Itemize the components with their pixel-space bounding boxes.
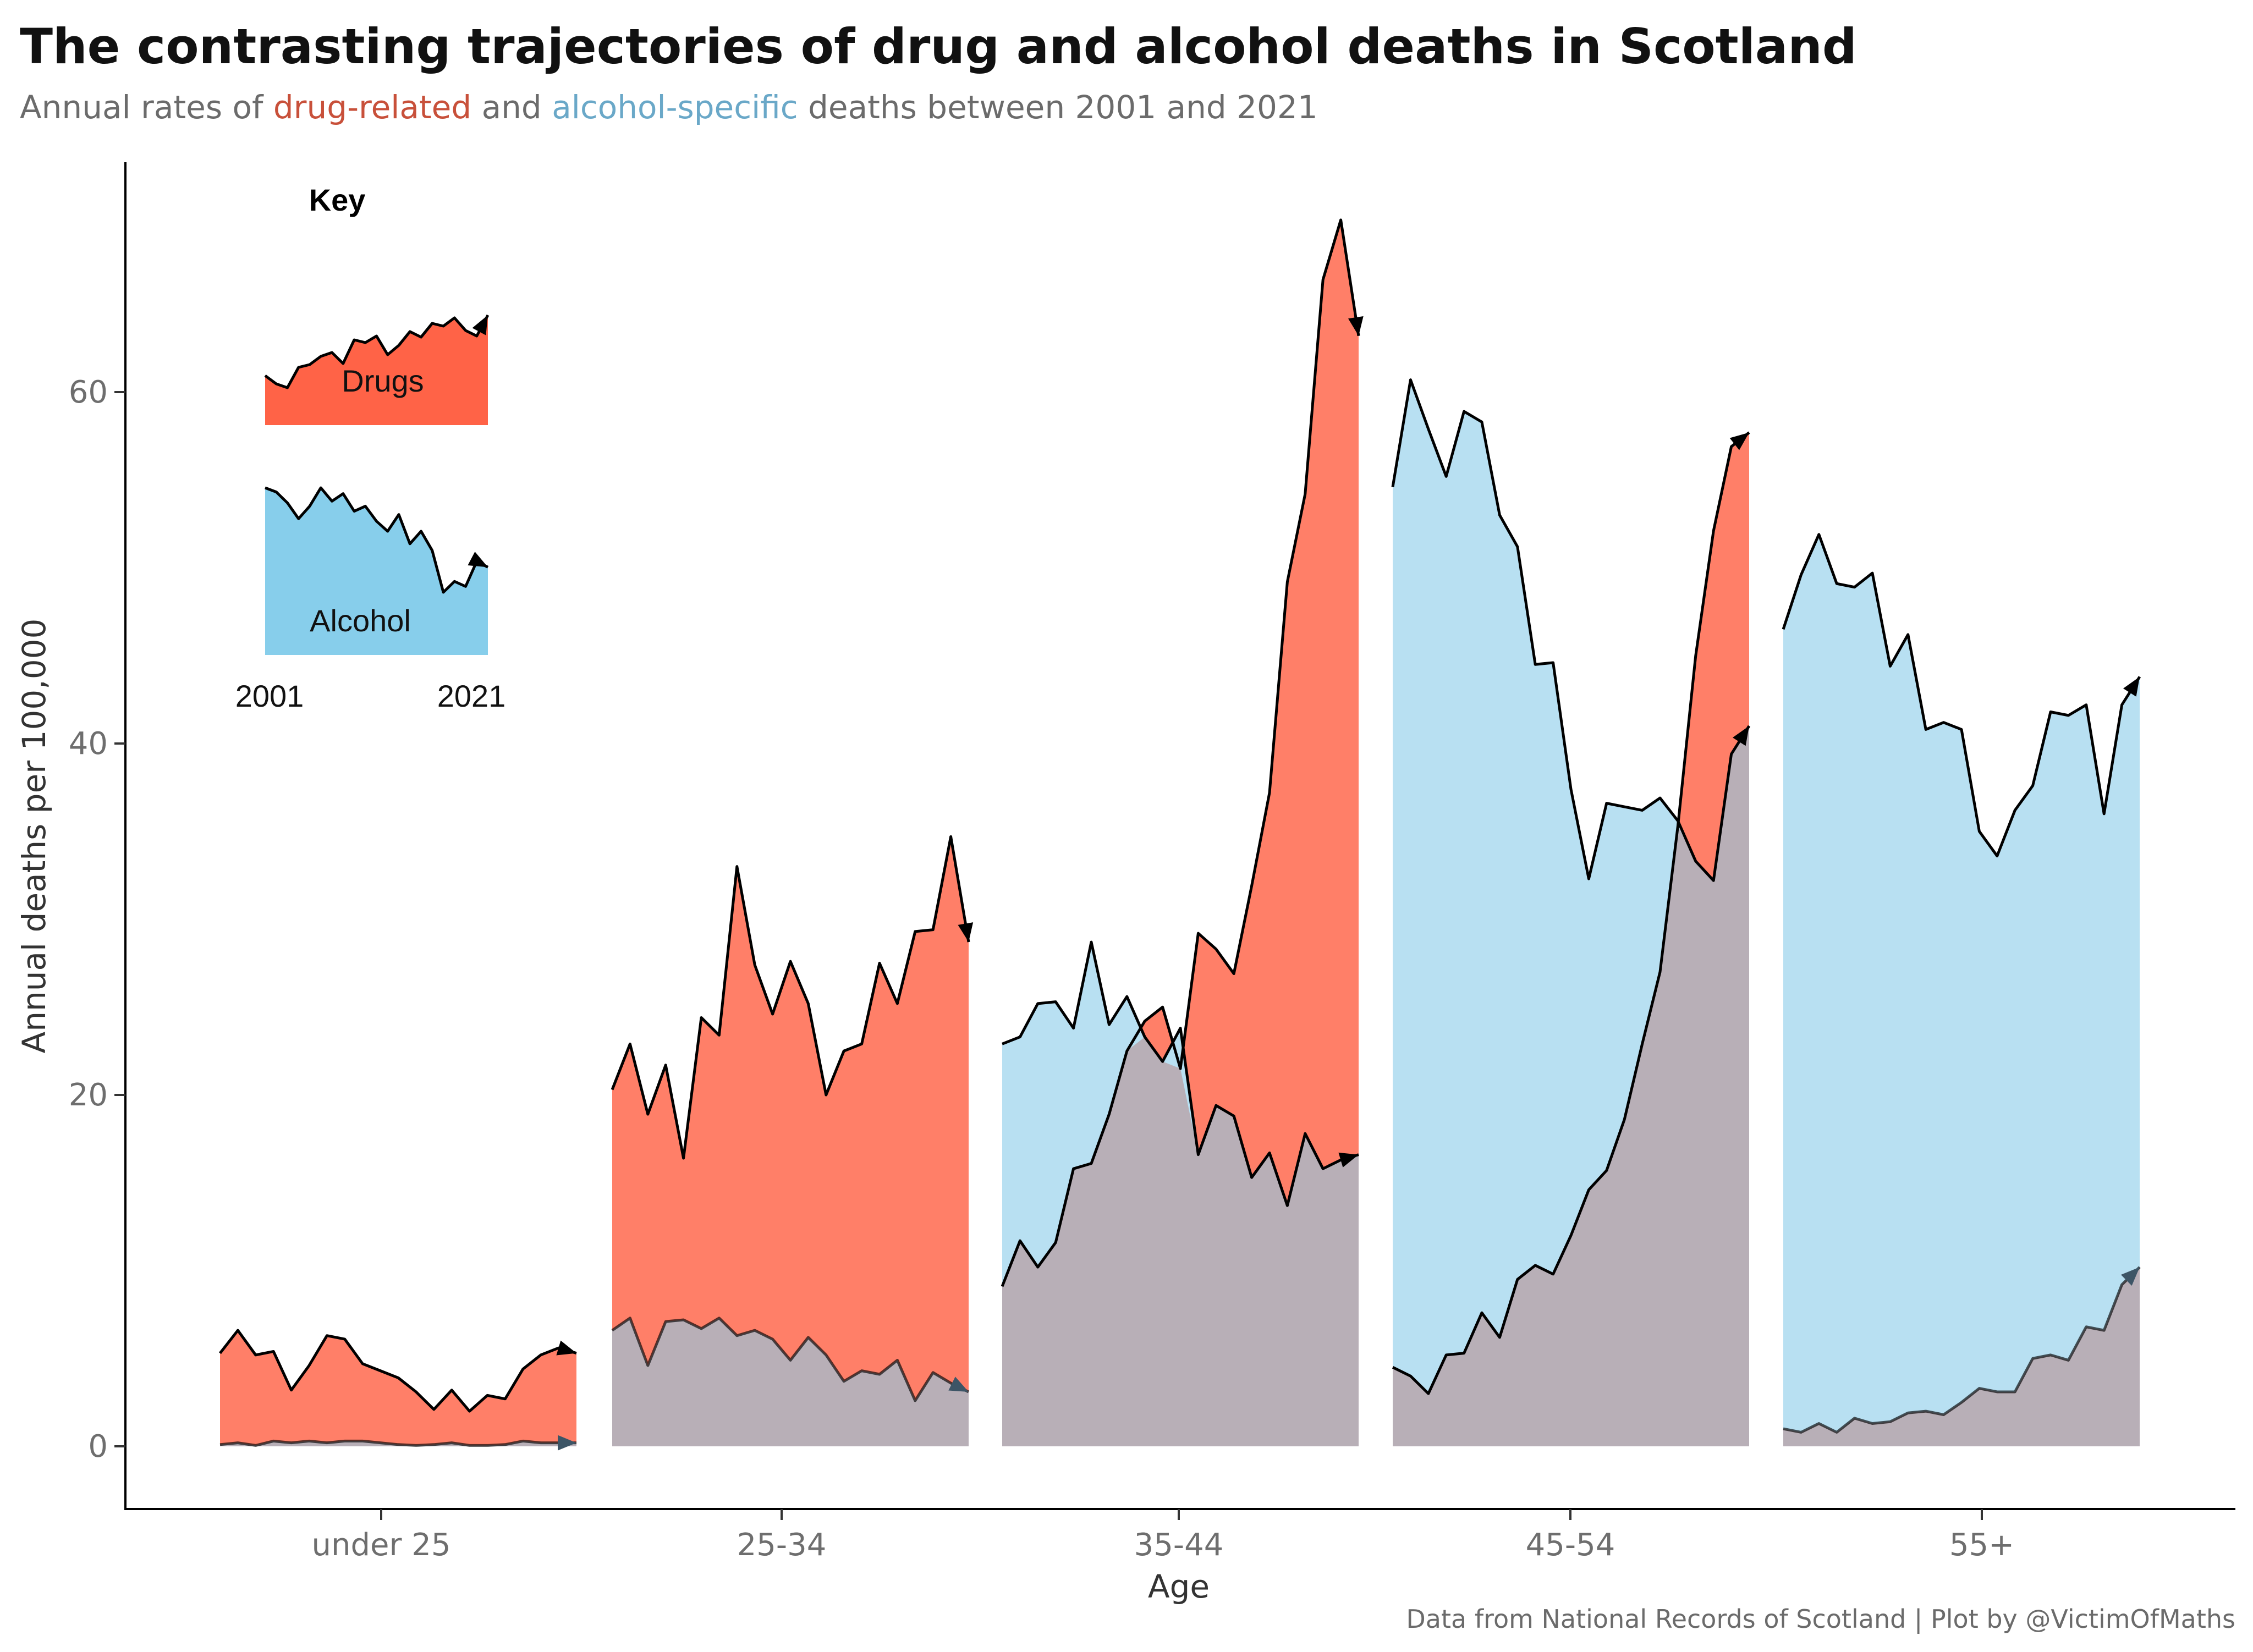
y-axis-title: Annual deaths per 100,000 <box>15 619 53 1054</box>
arrow-head <box>472 315 488 335</box>
key-alcohol-label: Alcohol <box>310 603 411 638</box>
key-title: Key <box>309 183 366 217</box>
drugs-area <box>220 1330 576 1446</box>
key-shapes <box>264 314 490 655</box>
key-drugs-line <box>264 314 490 389</box>
arrow-head <box>1338 1152 1359 1168</box>
key-drugs-area <box>265 315 488 425</box>
y-tick-label: 40 <box>69 726 108 762</box>
arrow-head <box>558 1435 576 1451</box>
drugs-area <box>612 836 969 1446</box>
arrow-head <box>468 552 488 568</box>
drugs-area <box>1002 219 1359 1446</box>
overlap-area <box>1393 726 1749 1446</box>
arrow-head <box>1729 432 1749 450</box>
x-ticks: under 25 25-34 35-44 45-54 55+ <box>311 1509 2014 1563</box>
overlap-area <box>612 1318 969 1446</box>
drugs-line <box>1392 431 1750 1395</box>
x-tick-label: 35-44 <box>1134 1527 1224 1563</box>
y-tick-label: 0 <box>88 1429 108 1464</box>
line-layer <box>219 218 2141 1451</box>
chart-subtitle: Annual rates of drug-related and alcohol… <box>20 89 1318 126</box>
area-layer <box>220 219 2140 1447</box>
arrow-head <box>958 922 974 943</box>
x-tick-label: 55+ <box>1949 1527 2014 1563</box>
key-alcohol-area <box>265 488 488 655</box>
key-start-year: 2001 <box>235 679 304 713</box>
alcohol-line <box>1782 533 2141 857</box>
drugs-line <box>219 1329 577 1413</box>
drugs-line <box>1783 1266 2141 1434</box>
arrow-head <box>2123 676 2140 697</box>
x-tick-label: 25-34 <box>737 1527 827 1563</box>
y-ticks: 0 20 40 60 <box>69 375 125 1464</box>
y-tick-label: 60 <box>69 375 108 410</box>
subtitle-alcohol-term: alcohol-specific <box>552 89 798 126</box>
arrow-head <box>2120 1267 2140 1286</box>
alcohol-line <box>1002 940 1359 1207</box>
overlap-area <box>1002 1037 1359 1446</box>
y-tick-label: 20 <box>69 1077 108 1113</box>
caption: Data from National Records of Scotland |… <box>1406 1604 2235 1634</box>
overlap-area <box>1783 1267 2140 1446</box>
alcohol-area <box>1783 534 2140 1447</box>
x-axis-title: Age <box>1148 1568 1210 1605</box>
x-tick-label: 45-54 <box>1526 1527 1615 1563</box>
key-end-year: 2021 <box>437 679 506 713</box>
key-alcohol-line <box>265 486 489 594</box>
drugs-line <box>1001 218 1360 1287</box>
alcohol-line <box>1391 378 1751 882</box>
arrow-head <box>556 1340 576 1356</box>
chart-title: The contrasting trajectories of drug and… <box>20 18 1857 75</box>
alcohol-line <box>611 1317 970 1402</box>
key-drugs-label: Drugs <box>342 364 424 398</box>
x-tick-label: under 25 <box>311 1527 450 1563</box>
subtitle-drugs-term: drug-related <box>273 89 471 126</box>
arrow-head <box>948 1376 969 1392</box>
key-legend: Key Drugs Alcohol 2001 2021 <box>235 183 506 713</box>
alcohol-line <box>219 1439 576 1447</box>
drugs-line <box>611 835 970 1160</box>
arrow-head <box>1732 726 1749 746</box>
arrow-head <box>1348 316 1364 336</box>
